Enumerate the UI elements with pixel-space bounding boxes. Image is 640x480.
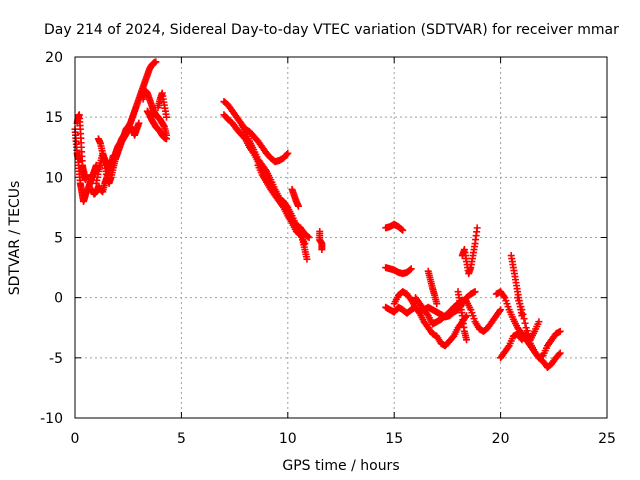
data-point-interp: [521, 319, 529, 327]
data-point-interp: [519, 310, 527, 318]
plot-frame: [74, 56, 608, 419]
grid-lines: [75, 57, 607, 418]
data-points: [71, 58, 564, 371]
x-tick-label: 20: [492, 431, 510, 447]
x-tick-label: 25: [598, 431, 616, 447]
data-point: [473, 224, 481, 232]
data-point: [407, 265, 415, 273]
x-axis-label: GPS time / hours: [282, 458, 399, 474]
data-point: [305, 234, 313, 241]
series-trace-aa: [514, 294, 543, 344]
y-tick-labels: -10 -5 0 5 10 15 20: [40, 50, 63, 427]
chart-title: Day 214 of 2024, Sidereal Day-to-day VTE…: [44, 22, 619, 38]
data-point: [518, 306, 526, 314]
series-trace-m: [288, 185, 302, 210]
series-trace-v: [458, 224, 481, 278]
data-point-interp: [520, 315, 528, 323]
series-trace-e: [94, 135, 117, 172]
data-point-interp: [283, 202, 291, 210]
y-tick-label: 0: [54, 291, 63, 307]
data-point: [297, 227, 305, 235]
series-trace-i: [220, 98, 313, 241]
data-point: [152, 58, 160, 66]
data-point-interp: [296, 226, 304, 234]
y-tick-label: 5: [54, 231, 63, 247]
data-point: [163, 113, 171, 121]
x-tick-label: 10: [279, 431, 297, 447]
data-point-interp: [304, 233, 312, 241]
series-trace-h: [154, 89, 171, 121]
data-point: [83, 171, 91, 179]
y-axis-label: SDTVAR / TECUs: [7, 181, 23, 296]
data-point: [556, 349, 564, 357]
data-point-interp: [283, 150, 291, 158]
data-point: [318, 246, 326, 254]
data-point-interp: [423, 310, 431, 318]
data-point: [303, 255, 311, 263]
data-point: [163, 135, 171, 143]
series-trace-w: [454, 288, 471, 344]
data-point-interp: [496, 307, 504, 315]
data-point: [497, 306, 505, 314]
data-point: [463, 336, 471, 344]
data-point: [535, 318, 543, 326]
data-point-interp: [415, 308, 423, 316]
series-trace-o: [316, 227, 326, 254]
data-point: [109, 152, 117, 160]
y-tick-label: 20: [45, 50, 63, 66]
data-point: [399, 226, 407, 234]
series-trace-y: [497, 327, 564, 362]
data-point-interp: [398, 225, 406, 233]
data-point: [433, 300, 441, 308]
y-tick-label: 15: [45, 110, 63, 126]
y-tick-label: 10: [45, 170, 63, 186]
y-tick-label: -5: [49, 351, 63, 367]
data-point: [556, 327, 564, 335]
y-tick-label: -10: [40, 411, 63, 427]
series-trace-a: [71, 125, 100, 205]
series-trace-b: [73, 111, 91, 184]
data-point: [471, 288, 479, 296]
series-trace-l: [254, 161, 305, 235]
x-tick-label: 5: [177, 431, 186, 447]
series-trace-p: [382, 220, 407, 234]
data-point: [294, 202, 302, 210]
data-point-interp: [504, 343, 512, 351]
data-point-interp: [406, 266, 414, 274]
series-trace-g: [143, 107, 171, 143]
series-trace-q: [382, 264, 415, 278]
x-tick-label: 0: [71, 431, 80, 447]
data-point-interp: [249, 148, 257, 156]
series-trace-u: [424, 267, 441, 308]
x-tick-label: 15: [385, 431, 403, 447]
data-point-interp: [555, 350, 563, 358]
series-trace-n: [299, 236, 311, 263]
series-trace-k: [237, 119, 292, 166]
data-point: [135, 119, 143, 127]
data-point: [284, 149, 292, 157]
x-tick-labels: 0 5 10 15 20 25: [71, 431, 616, 447]
data-point-interp: [500, 292, 508, 300]
